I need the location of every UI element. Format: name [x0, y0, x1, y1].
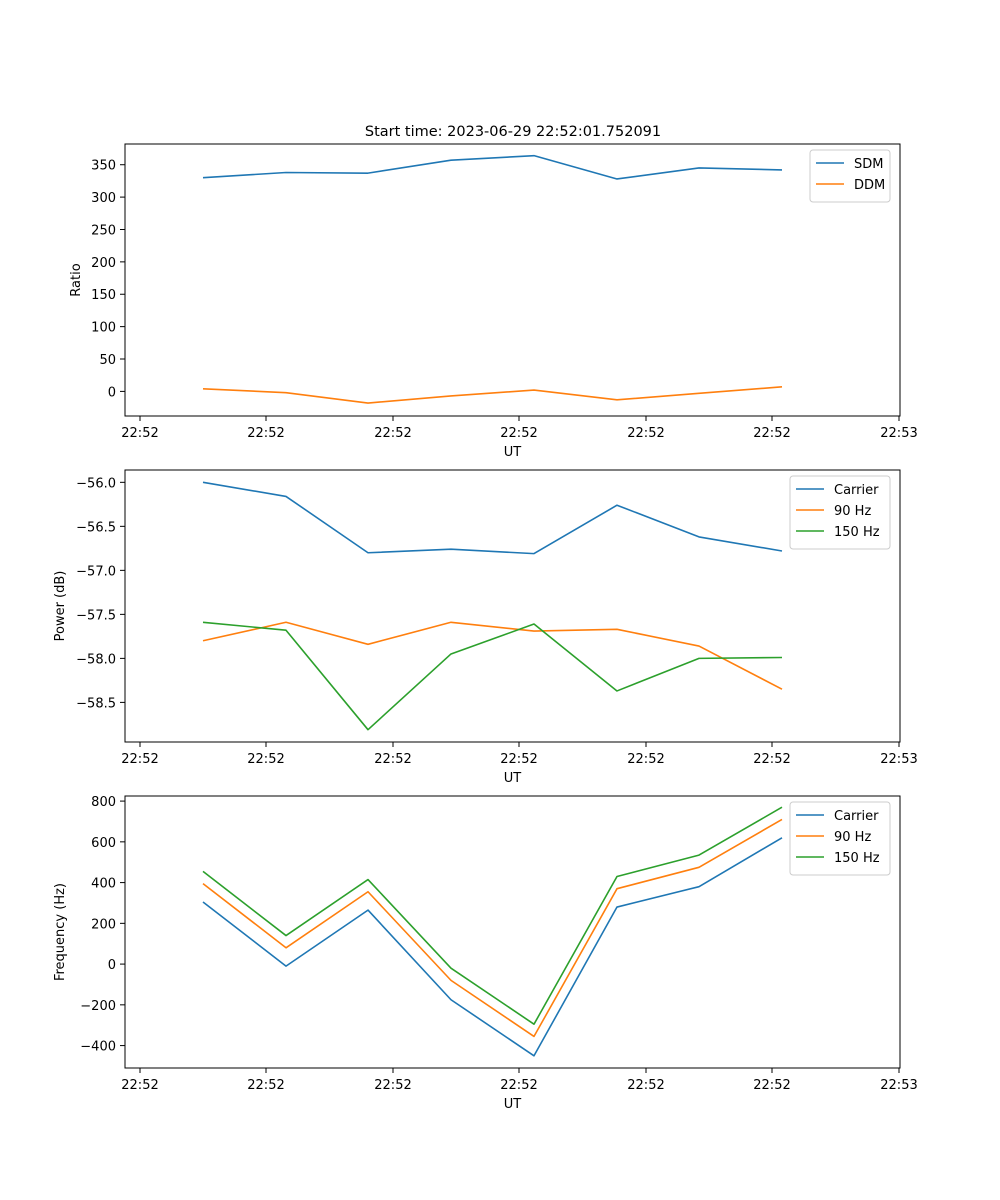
power-x-tick-label: 22:52 — [753, 752, 790, 767]
frequency-x-tick-label: 22:52 — [753, 1078, 790, 1093]
frequency-y-tick-label: 600 — [91, 836, 116, 851]
frequency-y-axis-label: Frequency (Hz) — [53, 883, 68, 981]
ratio-axes-frame — [124, 143, 901, 417]
frequency-x-axis-label: UT — [504, 1097, 522, 1112]
ratio-y-tick-label: 300 — [91, 191, 116, 206]
ratio-legend-label: SDM — [854, 157, 883, 172]
frequency-y-tick-label: 800 — [91, 795, 116, 810]
ratio-series-ddm-line — [202, 386, 783, 404]
power-y-tick-label: −58.5 — [76, 696, 116, 711]
power-x-tick-label: 22:53 — [880, 752, 917, 767]
power-y-tick-label: −57.5 — [76, 608, 116, 623]
frequency-series-90-hz-line — [202, 818, 783, 1038]
ratio-x-axis-label: UT — [504, 445, 522, 460]
frequency-y-tick-label: 400 — [91, 877, 116, 892]
frequency-y-tick-label: 0 — [108, 958, 116, 973]
frequency-panel: 22:52 22:52 22:52 22:52 22:52 22:52 22:53 UT −40… — [53, 795, 918, 1112]
power-x-tick-label: 22:52 — [121, 752, 158, 767]
frequency-y-tick-label: −400 — [80, 1040, 116, 1055]
ratio-y-tick-label: 350 — [91, 159, 116, 174]
frequency-x-tick-label: 22:52 — [121, 1078, 158, 1093]
frequency-x-tick-label: 22:52 — [627, 1078, 664, 1093]
power-legend-label: Carrier — [834, 483, 879, 498]
power-x-tick-label: 22:52 — [247, 752, 284, 767]
power-y-tick-label: −56.0 — [76, 476, 116, 491]
frequency-legend-label: Carrier — [834, 809, 879, 824]
ratio-x-tick-label: 22:52 — [500, 426, 537, 441]
frequency-legend-label: 90 Hz — [834, 830, 871, 845]
power-panel: 22:52 22:52 22:52 22:52 22:52 22:52 22:53 UT −56… — [53, 469, 918, 786]
power-x-tick-label: 22:52 — [500, 752, 537, 767]
ratio-legend-label: DDM — [854, 178, 885, 193]
power-legend-label: 150 Hz — [834, 525, 880, 540]
frequency-x-tick-label: 22:52 — [500, 1078, 537, 1093]
power-series-90-hz-line — [202, 621, 783, 690]
figure-title: Start time: 2023-06-29 22:52:01.752091 — [365, 124, 661, 140]
ratio-legend: SDM DDM — [809, 149, 891, 203]
ratio-y-tick-label: 150 — [91, 288, 116, 303]
ratio-y-axis-label: Ratio — [69, 263, 84, 296]
frequency-y-tick-label: 200 — [91, 917, 116, 932]
frequency-series-150-hz-line — [202, 806, 783, 1025]
frequency-x-tick-label: 22:52 — [374, 1078, 411, 1093]
power-y-tick-label: −58.0 — [76, 652, 116, 667]
frequency-x-tick-label: 22:53 — [880, 1078, 917, 1093]
ratio-x-tick-label: 22:52 — [627, 426, 664, 441]
power-y-tick-label: −56.5 — [76, 520, 116, 535]
ratio-y-tick-label: 0 — [108, 385, 116, 400]
ratio-series-sdm-line — [202, 154, 783, 180]
power-y-tick-label: −57.0 — [76, 564, 116, 579]
ratio-x-tick-label: 22:52 — [374, 426, 411, 441]
ratio-x-tick-label: 22:53 — [880, 426, 917, 441]
power-legend-label: 90 Hz — [834, 504, 871, 519]
ratio-x-tick-label: 22:52 — [121, 426, 158, 441]
frequency-y-tick-label: −200 — [80, 999, 116, 1014]
frequency-legend: Carrier 90 Hz 150 Hz — [789, 801, 891, 876]
ratio-y-tick-label: 250 — [91, 223, 116, 238]
power-x-tick-label: 22:52 — [627, 752, 664, 767]
power-axes-frame — [124, 469, 901, 743]
power-series-150-hz-line — [202, 621, 783, 731]
power-x-tick-label: 22:52 — [374, 752, 411, 767]
frequency-x-tick-label: 22:52 — [247, 1078, 284, 1093]
power-legend: Carrier 90 Hz 150 Hz — [789, 475, 891, 550]
ratio-x-tick-label: 22:52 — [247, 426, 284, 441]
frequency-legend-label: 150 Hz — [834, 851, 880, 866]
power-series-carrier-line — [202, 481, 783, 555]
ratio-y-tick-label: 50 — [99, 353, 116, 368]
power-y-axis-label: Power (dB) — [53, 571, 68, 642]
ratio-panel: 22:52 22:52 22:52 22:52 22:52 22:52 22:53 UT 0 50… — [69, 143, 918, 460]
ratio-y-tick-label: 100 — [91, 321, 116, 336]
ratio-y-tick-label: 200 — [91, 256, 116, 271]
frequency-axes-frame — [124, 795, 901, 1069]
frequency-series-carrier-line — [202, 837, 783, 1057]
ratio-x-tick-label: 22:52 — [753, 426, 790, 441]
power-x-axis-label: UT — [504, 771, 522, 786]
